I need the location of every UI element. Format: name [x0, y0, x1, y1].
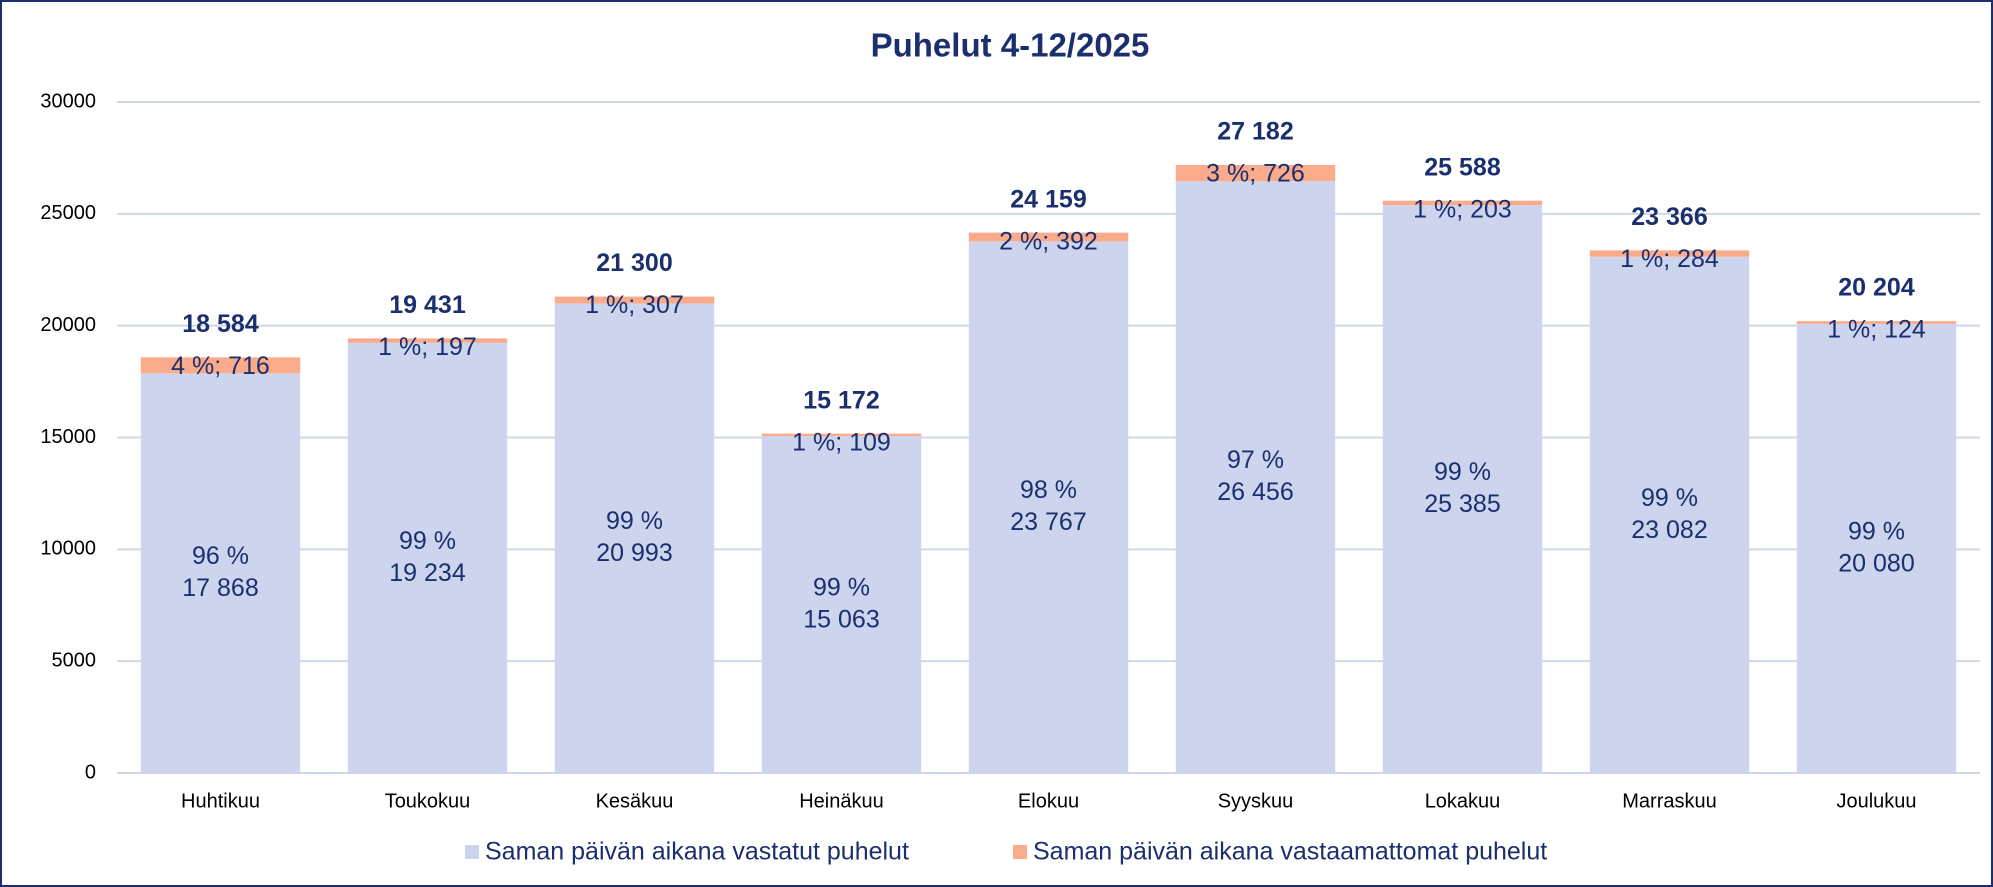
data-label-line: 15 063: [803, 605, 879, 633]
bar-segment: [1382, 205, 1543, 773]
data-label-line: 96 %: [192, 542, 249, 570]
bar-segment: [1175, 181, 1336, 774]
x-tick-label: Heinäkuu: [799, 790, 884, 812]
data-label: 1 %; 197: [378, 333, 477, 361]
legend-label: Saman päivän aikana vastaamattomat puhel…: [1033, 838, 1547, 866]
bar-segment: [554, 303, 715, 773]
data-label: 99 % 25 385: [1424, 458, 1500, 518]
y-tick-label: 15000: [40, 426, 96, 448]
data-label: 99 % 23 082: [1631, 483, 1707, 543]
data-label: 1 %; 284: [1620, 245, 1719, 273]
bar-segment: [1796, 321, 1957, 324]
data-label-line: 23 082: [1631, 515, 1707, 543]
data-label-line: 20 993: [596, 539, 672, 567]
data-label-line: 98 %: [1020, 476, 1077, 504]
y-tick-label: 10000: [40, 538, 96, 560]
data-label-line: 23 767: [1010, 508, 1086, 536]
data-label: 98 % 23 767: [1010, 476, 1086, 536]
data-label-line: 99 %: [1848, 517, 1905, 545]
data-label: 3 %; 726: [1206, 160, 1305, 188]
data-label: 1 %; 307: [585, 291, 684, 319]
data-label-line: 99 %: [399, 527, 456, 555]
data-label: 1 %; 109: [792, 428, 891, 456]
data-label-line: 99 %: [1434, 458, 1491, 486]
bar-segment: [347, 342, 508, 773]
legend-swatch: [465, 845, 479, 859]
legend-label: Saman päivän aikana vastatut puhelut: [485, 838, 909, 866]
bar-segment: [968, 232, 1129, 242]
x-tick-label: Marraskuu: [1622, 790, 1716, 812]
bar-segment: [347, 338, 508, 343]
chart-title: Puhelut 4-12/2025: [871, 27, 1150, 64]
data-label-line: 99 %: [813, 573, 870, 601]
data-label: 97 % 26 456: [1217, 446, 1293, 506]
data-label-line: 26 456: [1217, 478, 1293, 506]
bar-segment: [1175, 165, 1336, 182]
total-label: 15 172: [803, 386, 879, 414]
x-tick-label: Huhtikuu: [181, 790, 260, 812]
bar-segment: [140, 373, 301, 773]
y-tick-label: 0: [85, 761, 96, 783]
data-label: 96 % 17 868: [182, 542, 258, 602]
data-label-line: 20 080: [1838, 549, 1914, 577]
x-tick-label: Toukokuu: [385, 790, 471, 812]
bar-segment: [968, 241, 1129, 773]
y-tick-label: 20000: [40, 314, 96, 336]
x-tick-label: Syyskuu: [1218, 790, 1294, 812]
bar-segment: [140, 357, 301, 374]
total-label: 24 159: [1010, 185, 1086, 213]
bar-segment: [1796, 323, 1957, 773]
bar-segment: [761, 436, 922, 773]
data-label-line: 17 868: [182, 574, 258, 602]
data-label-line: 19 234: [389, 559, 466, 587]
total-label: 20 204: [1838, 274, 1915, 302]
x-tick-label: Kesäkuu: [596, 790, 674, 812]
y-tick-label: 25000: [40, 202, 96, 224]
y-tick-label: 5000: [52, 649, 97, 671]
data-label: 99 % 20 993: [596, 507, 672, 567]
data-label-line: 25 385: [1424, 490, 1500, 518]
x-tick-label: Elokuu: [1018, 790, 1079, 812]
total-label: 21 300: [596, 249, 672, 277]
bar-segment: [761, 433, 922, 437]
x-tick-label: Lokakuu: [1425, 790, 1501, 812]
total-label: 27 182: [1217, 118, 1293, 146]
legend-swatch: [1013, 845, 1027, 859]
bar-segment: [1589, 256, 1750, 773]
data-label: 1 %; 203: [1413, 195, 1512, 223]
total-label: 18 584: [182, 310, 259, 338]
bar-segment: [1589, 250, 1750, 257]
y-tick-label: 30000: [40, 90, 96, 112]
data-label: 4 %; 716: [171, 352, 270, 380]
data-label: 1 %; 124: [1827, 316, 1926, 344]
bar-segment: [1382, 200, 1543, 206]
total-label: 23 366: [1631, 203, 1707, 231]
data-label-line: 99 %: [606, 507, 663, 535]
data-label: 99 % 15 063: [803, 573, 879, 633]
data-label: 2 %; 392: [999, 227, 1098, 255]
total-label: 25 588: [1424, 153, 1501, 181]
x-tick-label: Joulukuu: [1836, 790, 1916, 812]
data-label-line: 99 %: [1641, 483, 1698, 511]
total-label: 19 431: [389, 291, 466, 319]
data-label: 99 % 19 234: [389, 527, 466, 587]
data-label-line: 97 %: [1227, 446, 1284, 474]
data-label: 99 % 20 080: [1838, 517, 1914, 577]
bar-segment: [554, 296, 715, 304]
